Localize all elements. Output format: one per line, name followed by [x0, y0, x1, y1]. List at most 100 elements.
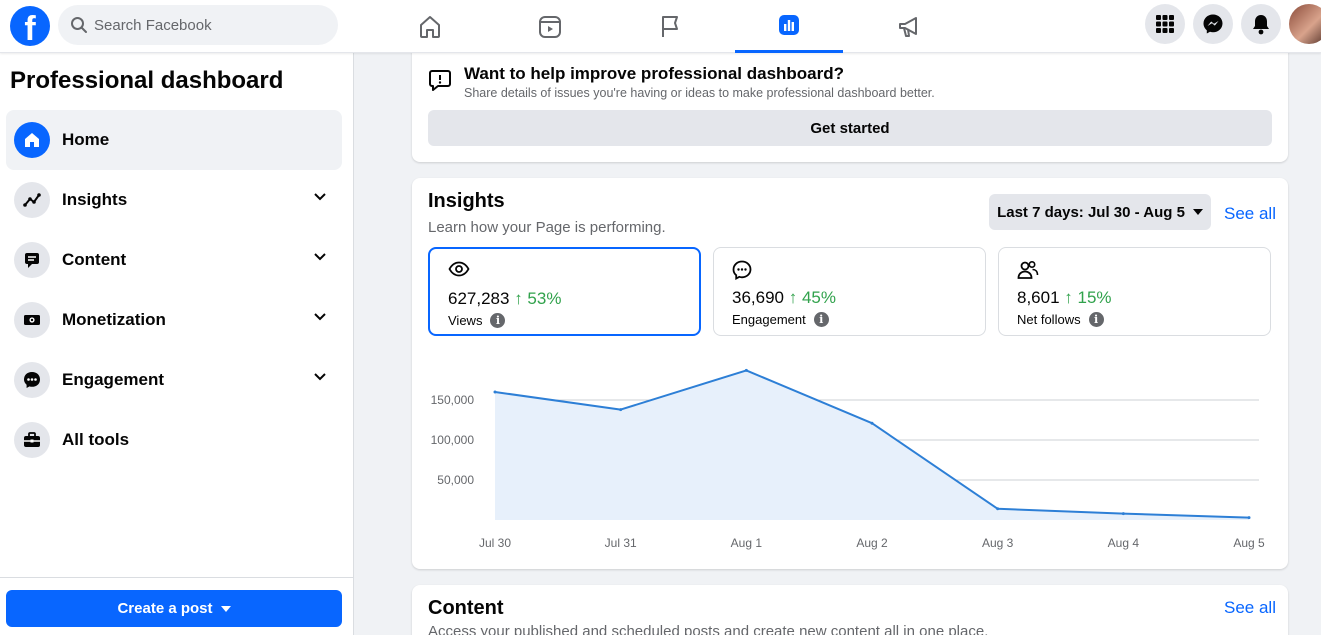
- feedback-subtitle: Share details of issues you're having or…: [464, 86, 935, 100]
- data-point: [870, 421, 874, 425]
- metric-label: Views i: [448, 313, 506, 328]
- views-area-chart: 50,000 100,000 150,000 Jul 30 Jul 31 Aug 1 Aug…: [431, 368, 1265, 550]
- menu-grid-icon: [1156, 15, 1174, 33]
- sidebar-item-content[interactable]: Content: [6, 230, 342, 290]
- y-tick-label: 100,000: [431, 433, 475, 447]
- chevron-down-icon[interactable]: [314, 193, 326, 201]
- data-point: [619, 408, 623, 412]
- x-tick-label: Aug 3: [982, 536, 1014, 550]
- content-title: Content: [428, 597, 504, 619]
- x-tick-label: Aug 1: [731, 536, 763, 550]
- create-post-button[interactable]: Create a post: [6, 590, 342, 627]
- sidebar-title: Professional dashboard: [10, 67, 284, 94]
- sidebar-item-label: Home: [62, 130, 110, 149]
- chevron-down-icon[interactable]: [314, 313, 326, 321]
- metric-value: 36,690 ↑ 45%: [732, 288, 836, 307]
- messenger-icon: [1203, 14, 1223, 34]
- top-navigation-bar: f: [0, 0, 1321, 53]
- metric-delta: ↑ 53%: [514, 289, 562, 308]
- home-icon: [420, 15, 440, 38]
- insights-icon: [14, 182, 50, 218]
- sidebar-item-monetization[interactable]: Monetization: [6, 290, 342, 350]
- metric-value: 8,601 ↑ 15%: [1017, 288, 1112, 307]
- nav-tab-video[interactable]: [496, 0, 604, 53]
- insights-title: Insights: [428, 190, 505, 212]
- data-point: [493, 390, 497, 394]
- bell-icon: [1253, 15, 1269, 35]
- metric-label: Engagement i: [732, 312, 829, 327]
- x-tick-label: Jul 31: [605, 536, 637, 550]
- metric-delta: ↑ 45%: [788, 288, 836, 307]
- feedback-icon: [429, 70, 451, 91]
- profile-avatar[interactable]: [1289, 4, 1321, 44]
- messenger-button[interactable]: [1193, 4, 1233, 44]
- content-see-all-link[interactable]: See all: [1224, 598, 1276, 617]
- dashboard-icon: [779, 15, 799, 35]
- data-point: [1247, 516, 1251, 520]
- info-icon[interactable]: i: [490, 313, 506, 328]
- data-point: [744, 368, 748, 372]
- content-icon: [14, 242, 50, 278]
- toolbox-icon: [14, 422, 50, 458]
- x-tick-label: Aug 5: [1233, 536, 1265, 550]
- menu-button[interactable]: [1145, 4, 1185, 44]
- metric-value: 627,283 ↑ 53%: [448, 289, 562, 308]
- insights-see-all-link[interactable]: See all: [1224, 204, 1276, 223]
- sidebar-item-label: Insights: [62, 190, 128, 209]
- metric-label: Net follows i: [1017, 312, 1104, 327]
- chevron-down-icon[interactable]: [314, 373, 326, 381]
- people-icon: [1017, 260, 1039, 279]
- sidebar-item-label: Engagement: [62, 370, 165, 389]
- nav-tab-dashboard[interactable]: [735, 0, 843, 53]
- eye-icon: [448, 261, 470, 277]
- caret-down-icon: [1192, 209, 1203, 215]
- megaphone-icon: [899, 16, 917, 37]
- video-icon: [539, 15, 561, 38]
- y-tick-label: 50,000: [437, 473, 474, 487]
- create-post-label: Create a post: [117, 600, 213, 617]
- search-input[interactable]: [94, 5, 324, 45]
- insights-subtitle: Learn how your Page is performing.: [428, 219, 666, 236]
- nav-tab-home[interactable]: [376, 0, 484, 53]
- info-icon[interactable]: i: [1088, 312, 1104, 327]
- get-started-button[interactable]: Get started: [428, 110, 1272, 146]
- metric-card-engagement[interactable]: 36,690 ↑ 45% Engagement i: [713, 247, 986, 336]
- chat-bubble-icon: [732, 260, 752, 280]
- y-tick-label: 150,000: [431, 393, 475, 407]
- x-tick-label: Aug 4: [1108, 536, 1140, 550]
- feedback-title: Want to help improve professional dashbo…: [464, 64, 845, 83]
- data-point: [1121, 512, 1125, 516]
- sidebar-item-all-tools[interactable]: All tools: [6, 410, 342, 470]
- date-range-label: Last 7 days: Jul 30 - Aug 5: [997, 203, 1185, 221]
- x-tick-label: Jul 30: [479, 536, 511, 550]
- caret-down-icon: [220, 605, 231, 612]
- chevron-down-icon[interactable]: [314, 253, 326, 261]
- sidebar-item-label: Content: [62, 250, 127, 269]
- nav-tab-ads[interactable]: [855, 0, 963, 53]
- sidebar-item-label: Monetization: [62, 310, 166, 329]
- sidebar-item-label: All tools: [62, 430, 130, 449]
- flag-icon: [662, 15, 678, 37]
- x-tick-label: Aug 2: [856, 536, 888, 550]
- metric-card-views[interactable]: 627,283 ↑ 53% Views i: [428, 247, 701, 336]
- chat-icon: [14, 362, 50, 398]
- content-card: Content Access your published and schedu…: [412, 585, 1288, 635]
- sidebar: Professional dashboard Home Insights Con…: [0, 53, 354, 635]
- search-icon: [71, 17, 87, 33]
- sidebar-footer: Create a post: [0, 577, 353, 635]
- facebook-logo[interactable]: f: [10, 6, 50, 48]
- sidebar-item-home[interactable]: Home: [6, 110, 342, 170]
- date-range-dropdown[interactable]: Last 7 days: Jul 30 - Aug 5: [989, 194, 1211, 230]
- info-icon[interactable]: i: [813, 312, 829, 327]
- sidebar-item-engagement[interactable]: Engagement: [6, 350, 342, 410]
- nav-tab-pages[interactable]: [616, 0, 724, 53]
- feedback-card: Want to help improve professional dashbo…: [412, 40, 1288, 162]
- search-box[interactable]: [58, 5, 338, 45]
- metric-delta: ↑ 15%: [1064, 288, 1112, 307]
- area-fill: [495, 370, 1249, 520]
- sidebar-item-insights[interactable]: Insights: [6, 170, 342, 230]
- notifications-button[interactable]: [1241, 4, 1281, 44]
- money-icon: [14, 302, 50, 338]
- content-subtitle: Access your published and scheduled post…: [428, 623, 989, 635]
- metric-card-net-follows[interactable]: 8,601 ↑ 15% Net follows i: [998, 247, 1271, 336]
